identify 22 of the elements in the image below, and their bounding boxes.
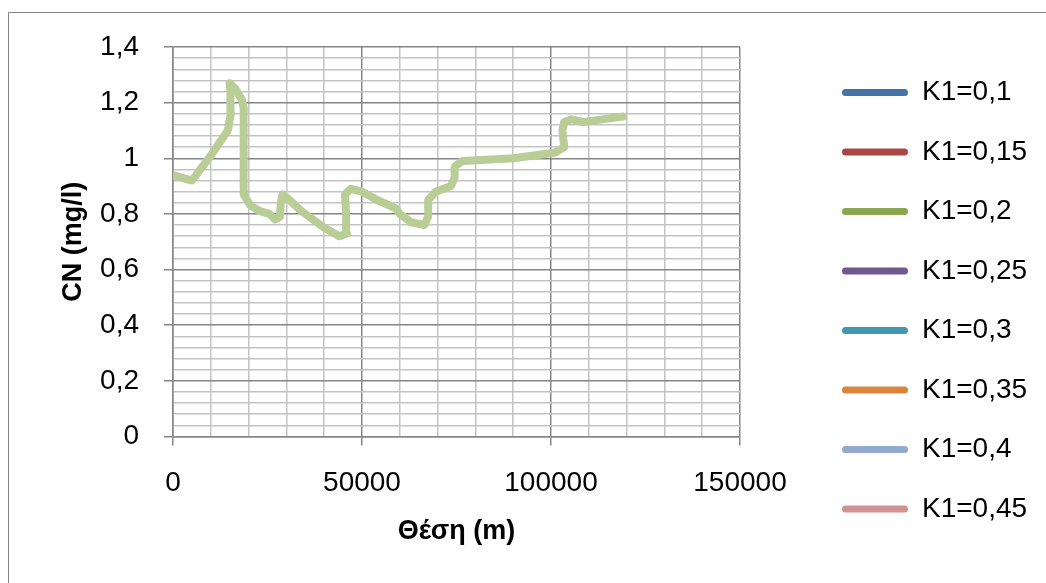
y-tick-label: 0,2 [100,363,139,395]
y-tick-label: 0,4 [100,307,139,339]
y-tick-label: 0,6 [100,252,139,284]
y-tick-label: 1 [123,141,139,172]
x-tick-label: 50000 [323,466,401,498]
x-tick-label: 0 [165,466,181,498]
x-tick-label: 100000 [504,466,598,498]
legend-label: K1=0,2 [922,194,1012,226]
legend-label: K1=0,35 [922,372,1028,404]
legend-label: K1=0,45 [922,491,1028,523]
y-tick-label: 1,4 [100,29,139,61]
x-tick-label: 150000 [693,466,787,498]
y-axis-title: CN (mg/l) [56,181,87,302]
legend-label: K1=0,15 [922,134,1028,166]
legend-label: K1=0,4 [922,432,1012,464]
y-tick-label: 1,2 [100,85,139,117]
legend-label: K1=0,25 [922,253,1028,285]
x-axis-title: Θέση (m) [397,515,516,546]
y-tick-label: 0 [123,419,139,451]
y-tick-label: 0,8 [100,196,139,228]
legend-label: K1=0,1 [922,75,1012,107]
legend-label: K1=0,3 [922,313,1012,345]
